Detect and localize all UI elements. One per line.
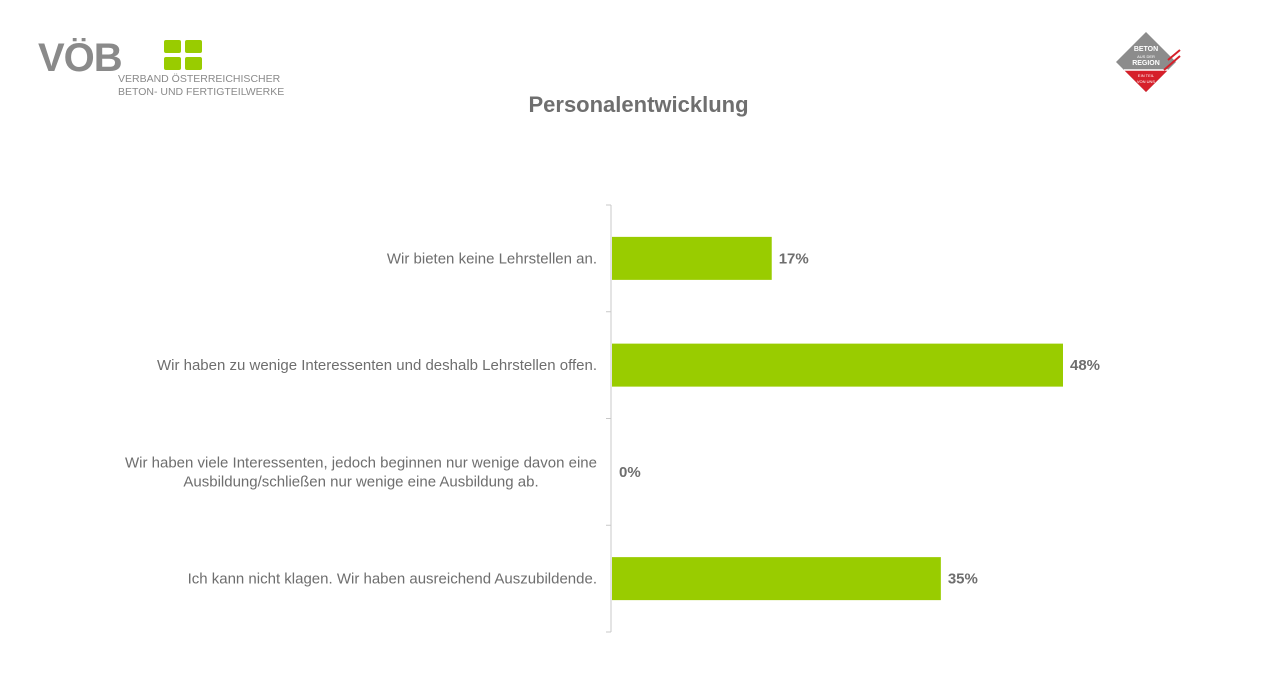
voeb-logo: VÖB VERBAND ÖSTERREICHISCHER BETON- UND … [38, 38, 284, 98]
badge-text-3: REGION [1132, 60, 1160, 67]
data-label-4: 35% [948, 571, 978, 588]
voeb-logo-green-squares-icon [164, 40, 202, 70]
bar-4 [612, 557, 941, 601]
bar-2 [612, 343, 1063, 387]
voeb-logo-wordmark: VÖB [38, 38, 122, 80]
category-label-1: Wir bieten keine Lehrstellen an. [387, 250, 597, 267]
data-label-2: 48% [1070, 357, 1100, 374]
badge-text-1: BETON [1134, 46, 1158, 53]
voeb-logo-line1: VERBAND ÖSTERREICHISCHER [118, 73, 281, 85]
badge-red-stripe-icon [1124, 70, 1168, 92]
bar-1 [612, 236, 772, 280]
category-label-2: Wir haben zu wenige Interessenten und de… [157, 357, 597, 374]
chart-title: Personalentwicklung [528, 92, 749, 117]
category-label-4: Ich kann nicht klagen. Wir haben ausreic… [188, 571, 597, 588]
badge-text-5: VON UNS [1137, 79, 1156, 84]
data-label-1: 17% [779, 250, 809, 267]
badge-text-2: AUS DER [1137, 54, 1155, 59]
category-label-3: Wir haben viele Interessenten, jedoch be… [125, 454, 597, 490]
data-label-3: 0% [619, 464, 641, 481]
beton-region-badge: BETON AUS DER REGION EIN TEIL VON UNS [1116, 32, 1181, 92]
voeb-logo-line2: BETON- UND FERTIGTEILWERKE [118, 86, 284, 98]
badge-text-4: EIN TEIL [1138, 73, 1155, 78]
